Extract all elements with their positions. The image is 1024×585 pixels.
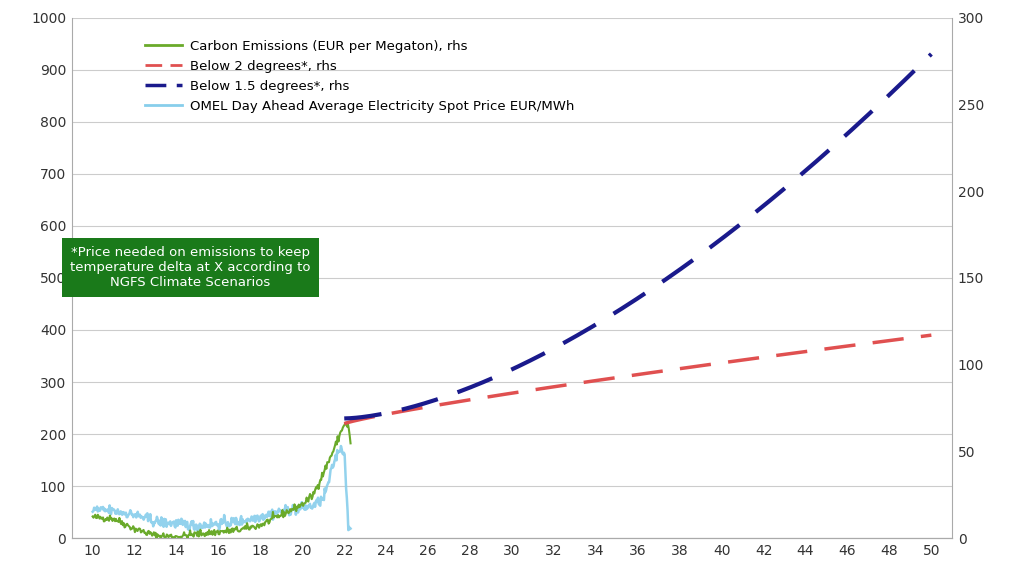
Legend: Carbon Emissions (EUR per Megaton), rhs, Below 2 degrees*, rhs, Below 1.5 degree: Carbon Emissions (EUR per Megaton), rhs,…	[140, 35, 580, 119]
Text: *Price needed on emissions to keep
temperature delta at X according to
NGFS Clim: *Price needed on emissions to keep tempe…	[71, 246, 311, 289]
